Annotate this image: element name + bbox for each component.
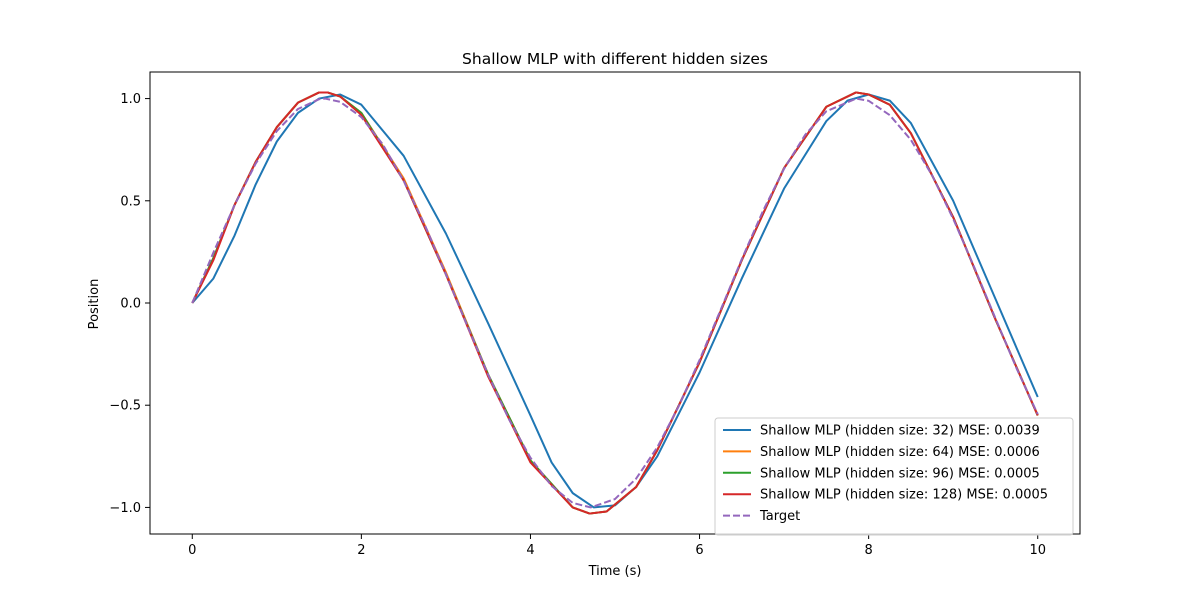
x-tick-label: 6	[695, 543, 703, 558]
x-axis-label: Time (s)	[588, 564, 642, 579]
series-line-5	[191, 97, 1039, 509]
x-tick-label: 10	[1029, 543, 1046, 558]
legend: Shallow MLP (hidden size: 32) MSE: 0.003…	[714, 417, 1074, 536]
x-tick-label: 2	[357, 543, 365, 558]
x-tick-label: 8	[864, 543, 872, 558]
y-tick-label: 0.0	[120, 297, 141, 312]
series-layer	[191, 91, 1039, 515]
legend-label: Shallow MLP (hidden size: 64) MSE: 0.000…	[760, 445, 1040, 460]
chart-title: Shallow MLP with different hidden sizes	[462, 50, 768, 68]
legend-label: Target	[759, 509, 800, 524]
ticks-layer: 0 2 4 6 8 10 −1.0 −0.5 0.0 0.5 1.0	[109, 92, 1046, 558]
y-tick-label: −1.0	[109, 501, 141, 516]
legend-label: Shallow MLP (hidden size: 32) MSE: 0.003…	[760, 424, 1040, 439]
y-axis-label: Position	[87, 279, 102, 330]
legend-label: Shallow MLP (hidden size: 128) MSE: 0.00…	[760, 488, 1048, 503]
legend-box	[714, 417, 1074, 536]
y-tick-label: −0.5	[109, 399, 141, 414]
legend-label: Shallow MLP (hidden size: 96) MSE: 0.000…	[760, 466, 1040, 481]
series-line-4	[191, 91, 1039, 515]
x-tick-label: 0	[188, 543, 196, 558]
x-tick-label: 4	[526, 543, 534, 558]
y-tick-label: 1.0	[120, 92, 141, 107]
y-tick-label: 0.5	[120, 194, 141, 209]
